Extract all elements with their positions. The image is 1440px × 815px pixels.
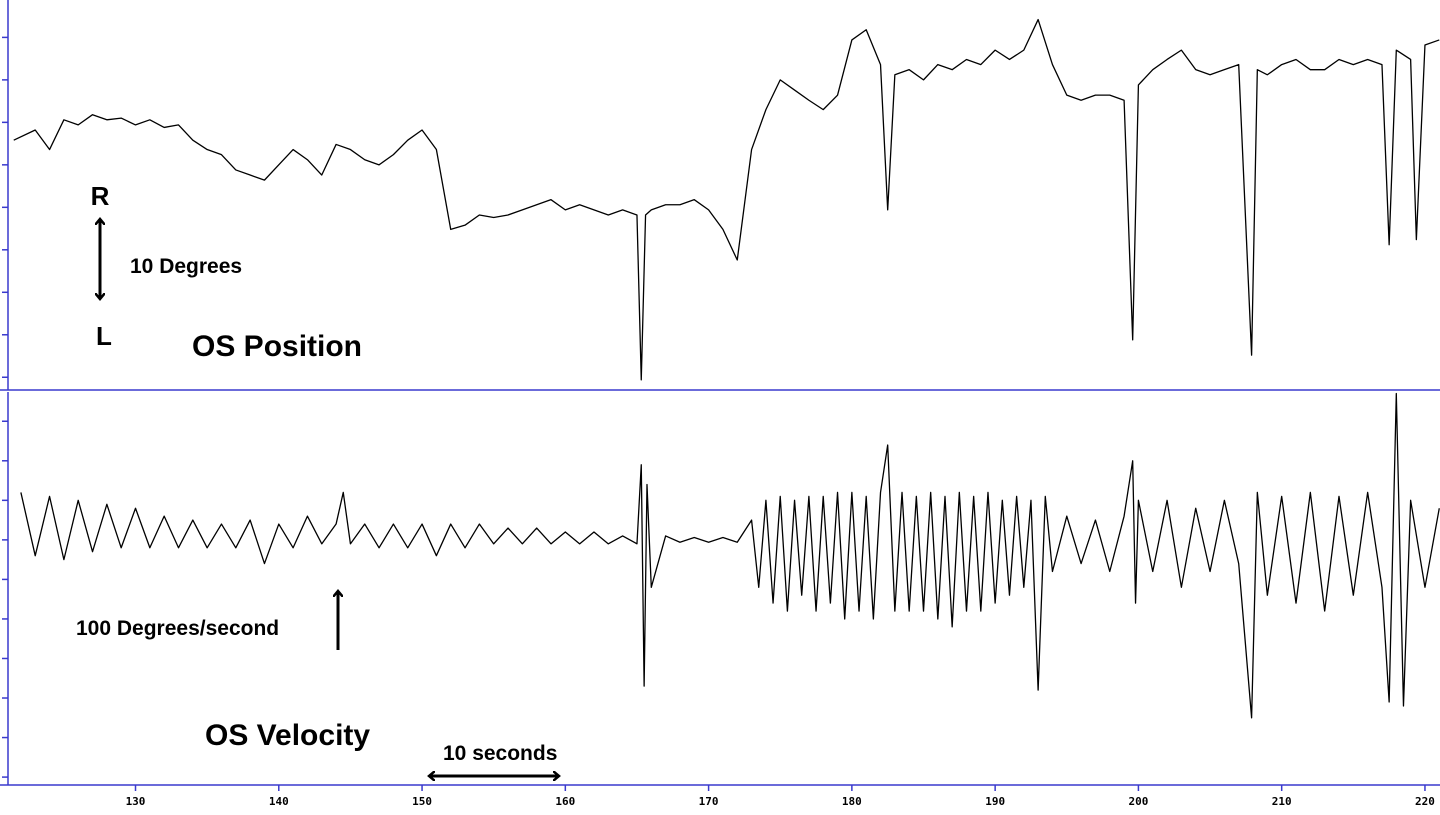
- x-tick-label: 140: [269, 795, 289, 808]
- x-tick-label: 170: [699, 795, 719, 808]
- x-tick-label: 190: [985, 795, 1005, 808]
- annotation: R: [91, 181, 110, 211]
- x-tick-label: 220: [1415, 795, 1435, 808]
- annotation: 10 Degrees: [130, 255, 242, 278]
- x-tick-label: 180: [842, 795, 862, 808]
- x-tick-label: 130: [126, 795, 146, 808]
- x-tick-label: 160: [555, 795, 575, 808]
- data-line: [13, 18, 1440, 381]
- annotation: L: [96, 321, 112, 351]
- panel-title: OS Position: [192, 330, 362, 363]
- annotation: 100 Degrees/second: [76, 617, 279, 640]
- x-tick-label: 200: [1128, 795, 1148, 808]
- panel-title: OS Velocity: [205, 719, 370, 752]
- annotation: 10 seconds: [443, 742, 557, 765]
- x-tick-label: 150: [412, 795, 432, 808]
- x-tick-label: 210: [1272, 795, 1292, 808]
- data-line: [20, 392, 1440, 719]
